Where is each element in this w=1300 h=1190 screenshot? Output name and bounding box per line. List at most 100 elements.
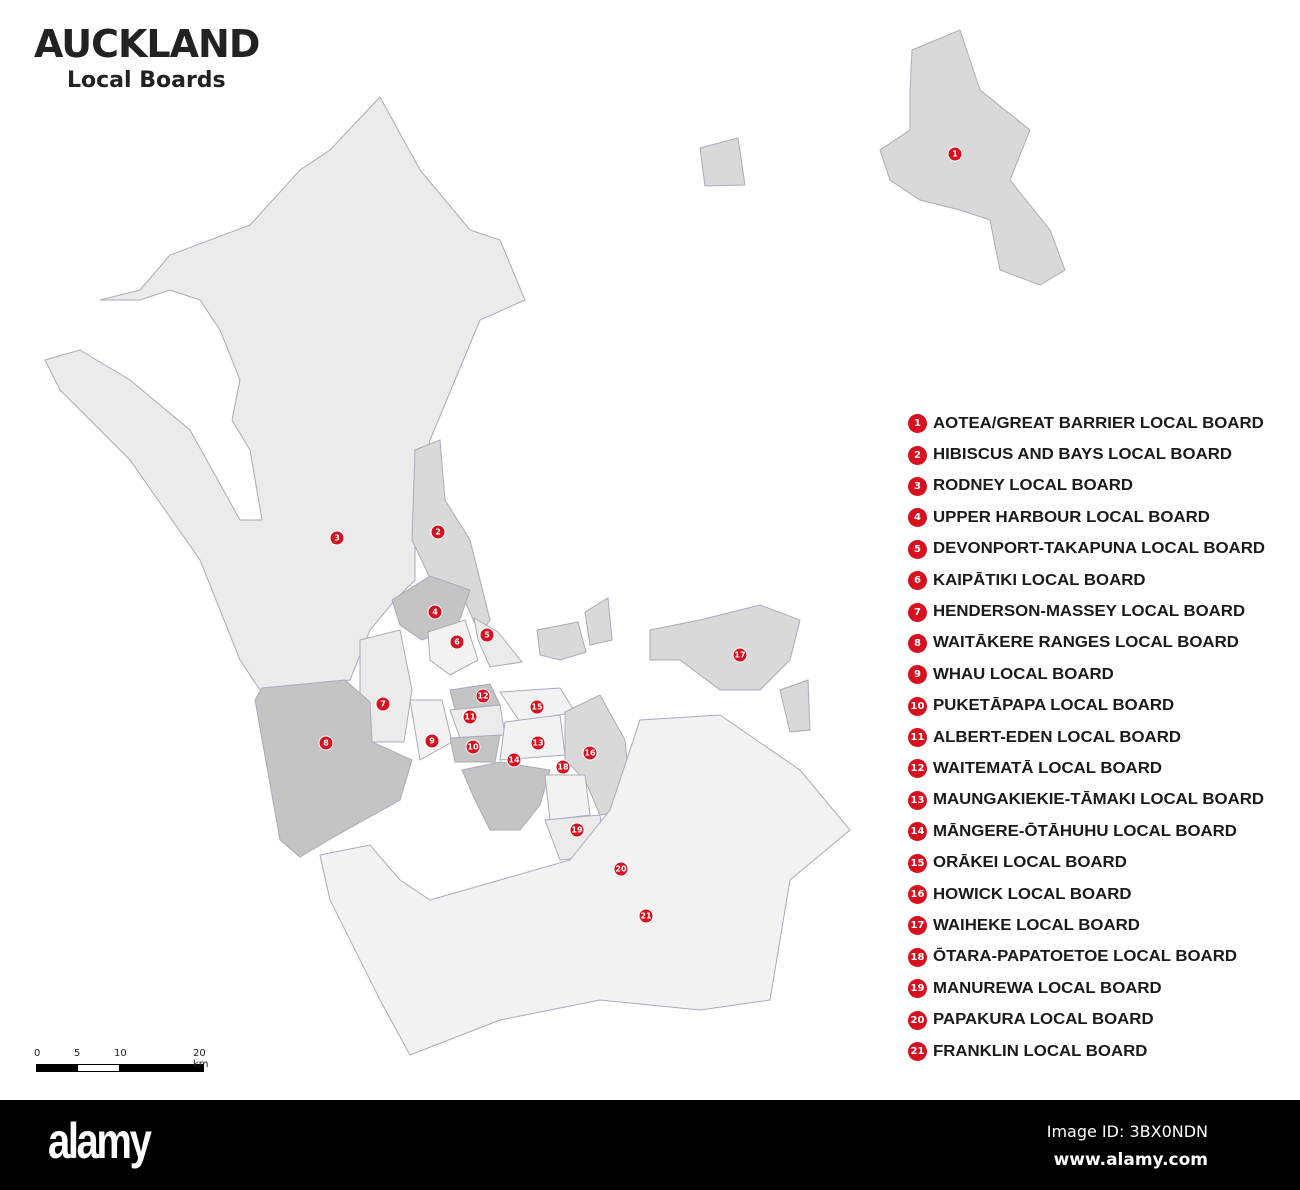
legend-item: 21 FRANKLIN LOCAL BOARD [908, 1036, 1249, 1067]
legend-item: 12 WAITEMATĀ LOCAL BOARD [908, 753, 1249, 784]
legend-item: 3 RODNEY LOCAL BOARD [908, 471, 1249, 502]
marker-badge: 6 [908, 571, 927, 591]
region-marker[interactable]: 3 [329, 530, 345, 546]
marker-badge: 3 [908, 476, 927, 496]
marker-badge: 5 [908, 539, 927, 559]
region-marker[interactable]: 2 [430, 524, 446, 540]
region-marker[interactable]: 16 [582, 745, 598, 761]
legend-item: 1 AOTEA/GREAT BARRIER LOCAL BOARD [908, 408, 1264, 439]
marker-badge: 13 [908, 790, 927, 810]
image-id: Image ID: 3BX0NDN [1046, 1122, 1208, 1141]
legend-label: PAPAKURA LOCAL BOARD [933, 1011, 1154, 1029]
region-marker[interactable]: 12 [475, 688, 491, 704]
marker-number: 14 [508, 756, 520, 765]
region-marker[interactable]: 8 [318, 735, 334, 751]
region-franklin[interactable] [319, 714, 851, 1056]
legend-label: ALBERT-EDEN LOCAL BOARD [933, 728, 1181, 746]
region-marker[interactable]: 4 [427, 604, 443, 620]
region-mangere-otahuhu[interactable] [461, 761, 551, 831]
legend-item: 11 ALBERT-EDEN LOCAL BOARD [908, 722, 1249, 753]
marker-badge: 15 [908, 853, 927, 873]
legend: 1 AOTEA/GREAT BARRIER LOCAL BOARD 2 HIBISCU… [908, 408, 1265, 1067]
marker-number: 1 [952, 150, 958, 159]
region-marker[interactable]: 13 [530, 735, 546, 751]
region-marker[interactable]: 6 [449, 634, 465, 650]
legend-item: 14 MĀNGERE-ŌTĀHUHU LOCAL BOARD [908, 816, 1249, 847]
marker-circle [462, 709, 478, 725]
marker-badge: 19 [908, 979, 927, 999]
legend-item: 8 WAITĀKERE RANGES LOCAL BOARD [908, 628, 1249, 659]
region-marker[interactable]: 1 [947, 146, 963, 162]
marker-badge: 7 [908, 602, 927, 622]
region-marker[interactable]: 9 [424, 733, 440, 749]
region-albert-eden[interactable] [449, 704, 506, 739]
marker-number: 2 [435, 528, 441, 537]
marker-badge: 16 [908, 885, 927, 905]
marker-circle [638, 908, 654, 924]
marker-number: 19 [571, 826, 583, 835]
marker-number: 8 [323, 739, 329, 748]
footer-bar: alamy Image ID: 3BX0NDN www.alamy.com [0, 1100, 1300, 1190]
marker-number: 10 [467, 743, 479, 752]
marker-badge: 1 [908, 414, 927, 434]
region-marker[interactable]: 20 [613, 861, 629, 877]
alamy-logo: alamy [48, 1113, 152, 1169]
island-motutapu [584, 597, 613, 646]
marker-circle [475, 688, 491, 704]
marker-circle [613, 861, 629, 877]
region-marker[interactable]: 5 [479, 627, 495, 643]
region-marker[interactable]: 7 [375, 696, 391, 712]
region-marker[interactable]: 19 [569, 822, 585, 838]
legend-item: 18 ŌTARA-PAPATOETOE LOCAL BOARD [908, 942, 1249, 973]
marker-circle [947, 146, 963, 162]
region-waiheke[interactable] [649, 604, 801, 691]
marker-number: 17 [734, 651, 745, 660]
marker-circle [555, 759, 571, 775]
marker-badge: 20 [908, 1010, 927, 1030]
marker-badge: 17 [908, 916, 927, 936]
marker-number: 11 [464, 713, 476, 722]
region-whau[interactable] [409, 699, 453, 761]
regions [44, 29, 1066, 1056]
legend-label: MANUREWA LOCAL BOARD [933, 979, 1162, 997]
region-marker[interactable]: 17 [732, 647, 748, 663]
marker-circle [530, 735, 546, 751]
legend-item: 9 WHAU LOCAL BOARD [908, 659, 1249, 690]
marker-number: 13 [532, 739, 543, 748]
marker-circle [479, 627, 495, 643]
region-waitakere-ranges[interactable] [254, 679, 413, 858]
region-hibiscus-and-bays[interactable] [411, 439, 491, 637]
region-otara-papatoetoe[interactable] [544, 774, 591, 821]
legend-label: ORĀKEI LOCAL BOARD [933, 854, 1127, 872]
island [699, 137, 746, 187]
legend-label: RODNEY LOCAL BOARD [933, 477, 1134, 495]
legend-item: 20 PAPAKURA LOCAL BOARD [908, 1004, 1249, 1035]
legend-item: 17 WAIHEKE LOCAL BOARD [908, 910, 1249, 941]
marker-badge: 9 [908, 665, 927, 685]
marker-badge: 11 [908, 728, 927, 748]
legend-item: 15 ORĀKEI LOCAL BOARD [908, 847, 1249, 878]
marker-number: 16 [584, 749, 596, 758]
region-marker[interactable]: 15 [529, 699, 545, 715]
region-marker[interactable]: 11 [462, 709, 478, 725]
region-marker[interactable]: 14 [506, 752, 522, 768]
marker-badge: 2 [908, 445, 927, 465]
region-marker[interactable]: 21 [638, 908, 654, 924]
marker-number: 7 [380, 700, 386, 709]
legend-item: 13 MAUNGAKIEKIE-TĀMAKI LOCAL BOARD [908, 785, 1264, 816]
marker-circle [449, 634, 465, 650]
region-marker[interactable]: 10 [465, 739, 481, 755]
marker-number: 6 [454, 638, 460, 647]
legend-item: 16 HOWICK LOCAL BOARD [908, 879, 1249, 910]
legend-label: ŌTARA-PAPATOETOE LOCAL BOARD [933, 948, 1237, 966]
marker-circle [318, 735, 334, 751]
legend-label: HIBISCUS AND BAYS LOCAL BOARD [933, 446, 1233, 464]
legend-item: 19 MANUREWA LOCAL BOARD [908, 973, 1249, 1004]
region-devonport-takapuna[interactable] [473, 617, 523, 668]
region-aotea-great-barrier[interactable] [879, 29, 1066, 286]
region-maungakiekie-tamaki[interactable] [499, 714, 566, 761]
region-marker[interactable]: 18 [555, 759, 571, 775]
island [779, 679, 811, 733]
legend-item: 4 UPPER HARBOUR LOCAL BOARD [908, 502, 1249, 533]
